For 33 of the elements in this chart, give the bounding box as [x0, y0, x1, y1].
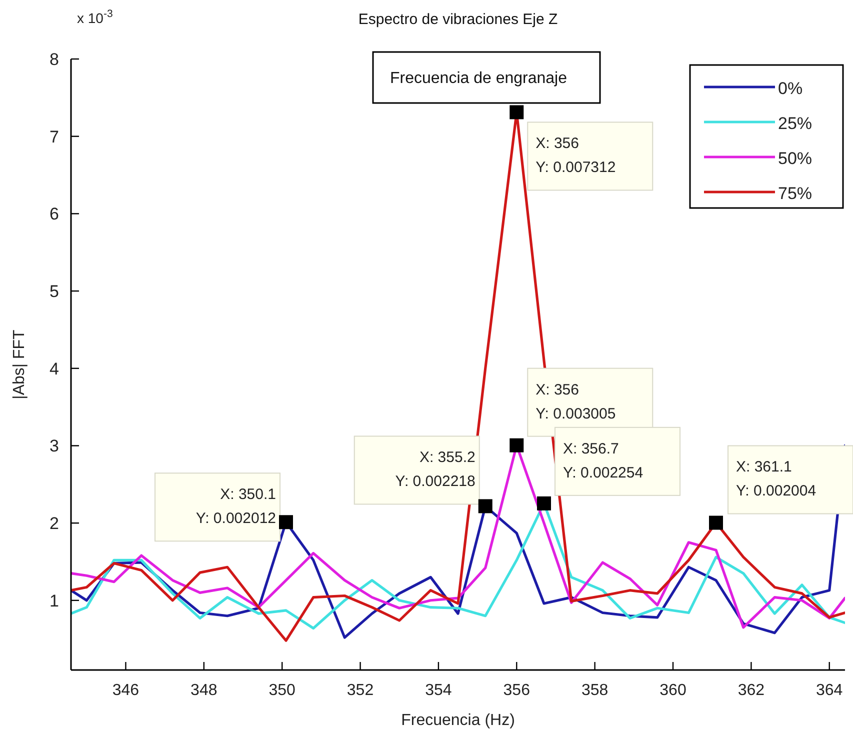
x-tick-label: 352: [346, 682, 374, 699]
x-tick-label: 346: [112, 682, 140, 699]
y-tick-label: 2: [50, 514, 59, 534]
annotation: Frecuencia de engranaje: [390, 70, 568, 87]
text: x 10$^{-3}$: [77, 8, 113, 26]
y-tick-label: 4: [50, 359, 59, 378]
x-axis-title: Frecuencia (Hz): [401, 712, 515, 729]
annotation: X: 356 Y: 0.003005: [536, 381, 616, 422]
x-tick-label: 354: [425, 682, 452, 699]
y-tick-label: 1: [50, 591, 59, 610]
x-tick-label: 360: [660, 682, 686, 699]
x-tick-label: 356: [503, 682, 530, 699]
annotation: X: 356 Y: 0.007312: [536, 135, 616, 176]
y-tick-label: 6: [50, 204, 59, 224]
legend-label: 0%: [778, 79, 803, 98]
legend-label: 75%: [778, 184, 812, 203]
chart-title: Espectro de vibraciones Eje Z: [358, 11, 558, 28]
x-tick-label: 358: [581, 682, 608, 699]
legend-label: 25%: [778, 114, 812, 133]
x-tick-label: 348: [190, 682, 218, 699]
y-tick-label: 7: [50, 127, 59, 146]
annotation: X: 361.1 Y: 0.002004: [736, 458, 816, 500]
legend-label: 50%: [778, 149, 812, 168]
x-tick-label: 350: [268, 682, 296, 699]
annotation: X: 355.2 Y: 0.002218: [395, 449, 476, 490]
y-tick-label: 3: [50, 436, 59, 456]
y-axis-title: |Abs| FFT: [11, 329, 28, 400]
y-tick-label: 8: [50, 50, 59, 69]
y-tick-label: 5: [50, 282, 59, 302]
x-tick-label: 362: [738, 682, 765, 699]
annotation: X: 356.7 Y: 0.002254: [563, 440, 644, 482]
x-tick-label: 364: [816, 682, 843, 699]
annotation: X: 350.1 Y: 0.002012: [196, 486, 276, 528]
